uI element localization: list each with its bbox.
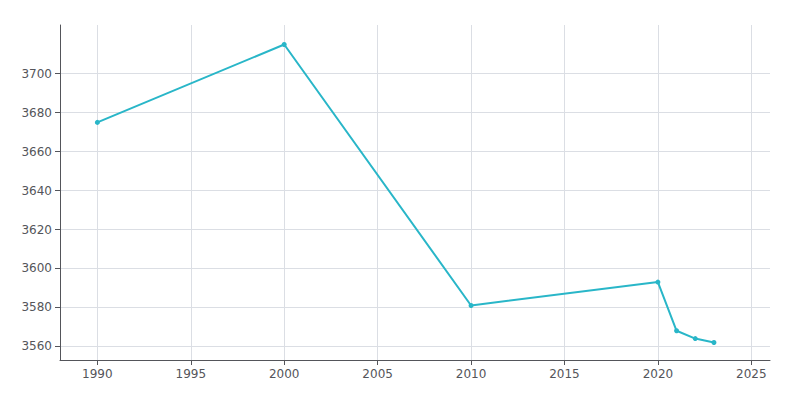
svg-text:2025: 2025 bbox=[736, 367, 767, 381]
svg-text:3600: 3600 bbox=[21, 261, 52, 275]
svg-text:2005: 2005 bbox=[362, 367, 393, 381]
svg-text:3680: 3680 bbox=[21, 106, 52, 120]
svg-text:1990: 1990 bbox=[82, 367, 113, 381]
svg-text:2020: 2020 bbox=[643, 367, 674, 381]
svg-text:2000: 2000 bbox=[269, 367, 300, 381]
svg-text:3700: 3700 bbox=[21, 67, 52, 81]
svg-text:3620: 3620 bbox=[21, 223, 52, 237]
svg-text:3580: 3580 bbox=[21, 300, 52, 314]
svg-text:2015: 2015 bbox=[549, 367, 580, 381]
svg-text:2010: 2010 bbox=[456, 367, 487, 381]
svg-text:3640: 3640 bbox=[21, 184, 52, 198]
svg-text:3560: 3560 bbox=[21, 339, 52, 353]
svg-text:1995: 1995 bbox=[176, 367, 207, 381]
svg-text:3660: 3660 bbox=[21, 145, 52, 159]
